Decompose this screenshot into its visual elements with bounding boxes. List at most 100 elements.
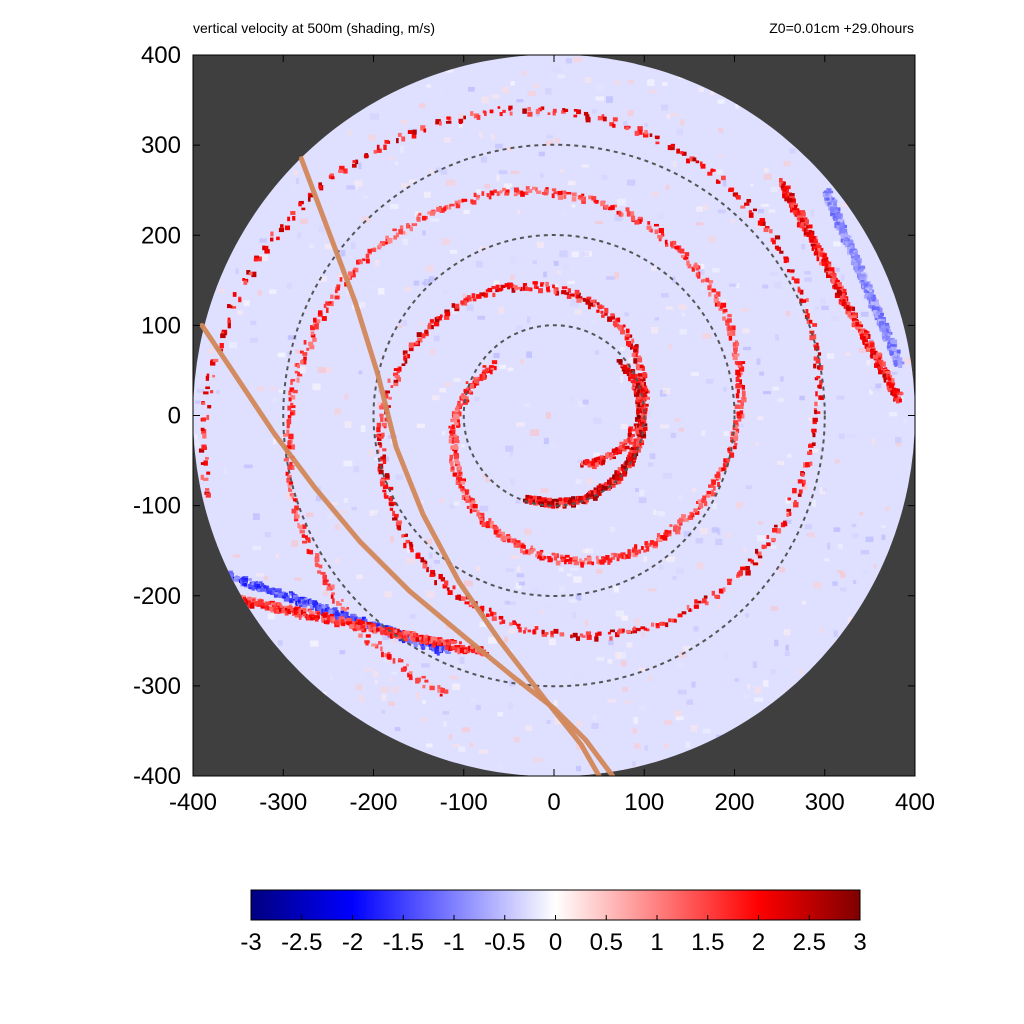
speckle-cell — [676, 567, 685, 575]
field-cell — [805, 462, 811, 468]
field-cell — [844, 243, 850, 248]
field-cell — [866, 289, 870, 294]
field-cell — [500, 284, 506, 289]
field-cell — [452, 419, 458, 423]
field-cell — [430, 324, 434, 330]
field-cell — [872, 354, 878, 360]
speckle-cell — [409, 613, 416, 619]
field-cell — [475, 504, 478, 508]
field-cell — [846, 308, 851, 314]
field-cell — [400, 667, 407, 672]
field-cell — [402, 633, 407, 637]
field-cell — [509, 622, 513, 626]
field-cell — [203, 460, 208, 466]
field-cell — [878, 307, 883, 313]
speckle-cell — [406, 557, 415, 565]
field-cell — [288, 433, 294, 440]
speckle-cell — [695, 222, 704, 226]
field-cell — [379, 405, 385, 410]
speckle-cell — [554, 137, 560, 144]
field-cell — [566, 293, 572, 299]
field-cell — [292, 215, 296, 221]
field-cell — [277, 604, 281, 610]
field-cell — [436, 206, 442, 212]
field-cell — [473, 378, 479, 384]
field-cell — [551, 193, 555, 199]
field-cell — [294, 612, 300, 618]
field-cell — [411, 631, 417, 635]
field-cell — [336, 284, 341, 288]
field-cell — [472, 298, 477, 302]
speckle-cell — [777, 397, 785, 403]
field-cell — [459, 644, 466, 649]
speckle-cell — [565, 58, 572, 64]
field-cell — [280, 224, 284, 228]
speckle-cell — [442, 290, 449, 295]
field-cell — [394, 629, 398, 633]
field-cell — [801, 483, 805, 487]
speckle-cell — [402, 320, 408, 326]
field-cell — [574, 289, 580, 295]
field-cell — [437, 685, 441, 690]
field-cell — [443, 689, 449, 694]
field-cell — [730, 436, 734, 440]
x-tick-label: 200 — [714, 789, 754, 816]
field-cell — [291, 405, 296, 409]
field-cell — [505, 189, 510, 194]
field-cell — [569, 497, 573, 501]
field-cell — [242, 278, 245, 282]
field-cell — [290, 606, 293, 611]
chart-title: vertical velocity at 500m (shading, m/s) — [193, 20, 435, 36]
field-cell — [377, 442, 382, 446]
field-cell — [863, 273, 868, 279]
field-cell — [493, 189, 497, 193]
field-cell — [408, 671, 413, 675]
field-cell — [545, 281, 549, 287]
field-cell — [507, 282, 513, 288]
speckle-cell — [813, 582, 822, 589]
field-cell — [286, 429, 290, 434]
field-cell — [632, 627, 638, 634]
field-cell — [882, 328, 887, 333]
field-cell — [816, 242, 821, 247]
field-cell — [210, 390, 214, 394]
field-cell — [862, 278, 867, 283]
speckle-cell — [252, 545, 262, 551]
field-cell — [837, 219, 843, 225]
field-cell — [296, 514, 300, 519]
field-cell — [311, 610, 315, 615]
field-cell — [379, 478, 385, 484]
speckle-cell — [360, 425, 366, 433]
speckle-cell — [596, 83, 605, 91]
field-cell — [438, 573, 443, 580]
field-cell — [628, 334, 633, 338]
field-cell — [530, 545, 534, 551]
field-cell — [308, 600, 314, 605]
speckle-cell — [635, 488, 639, 492]
field-cell — [604, 485, 609, 489]
field-cell — [895, 398, 900, 404]
speckle-cell — [238, 502, 244, 506]
field-cell — [619, 444, 624, 450]
field-cell — [697, 506, 701, 510]
field-cell — [287, 608, 291, 615]
speckle-cell — [568, 599, 578, 603]
field-cell — [512, 621, 517, 626]
colorbar-tick-label: -2 — [342, 929, 363, 956]
field-cell — [408, 347, 414, 352]
field-cell — [498, 615, 504, 620]
field-cell — [438, 316, 442, 321]
speckle-cell — [567, 180, 576, 186]
speckle-cell — [595, 350, 599, 355]
field-cell — [828, 194, 832, 198]
field-cell — [774, 245, 779, 250]
speckle-cell — [495, 143, 503, 149]
field-cell — [638, 404, 643, 408]
field-cell — [378, 623, 383, 627]
speckle-cell — [672, 276, 676, 284]
field-cell — [611, 314, 616, 320]
field-cell — [673, 525, 678, 531]
speckle-cell — [498, 763, 504, 771]
field-cell — [363, 154, 369, 158]
field-cell — [586, 634, 592, 640]
